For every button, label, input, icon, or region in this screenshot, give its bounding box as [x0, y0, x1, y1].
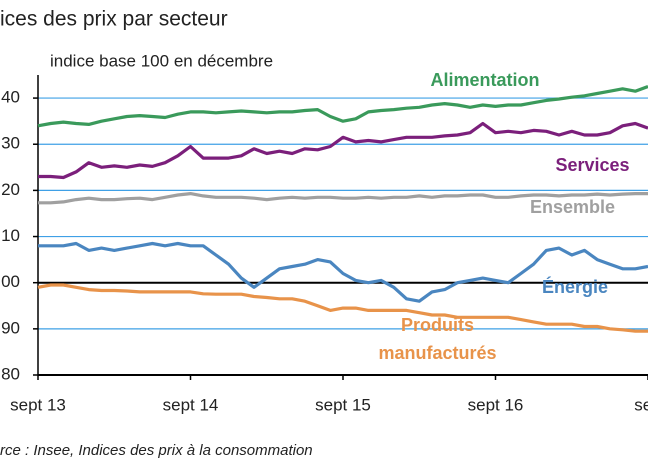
- x-tick-label: sept 14: [163, 395, 219, 414]
- chart-subtitle: indice base 100 en décembre: [50, 51, 273, 70]
- y-tick-label: 10: [1, 226, 20, 245]
- series-line: [38, 192, 648, 205]
- y-tick-label: 80: [1, 364, 20, 383]
- series-label: Énergie: [541, 277, 609, 297]
- y-tick-label: 20: [1, 180, 20, 199]
- series-line: [37, 283, 648, 333]
- source: rce : Insee, Indices des prix à la conso…: [0, 442, 313, 459]
- series-line: [37, 84, 648, 128]
- y-tick-label: 30: [1, 134, 20, 153]
- series-line: [38, 241, 648, 303]
- y-tick-label: 90: [1, 318, 20, 337]
- series-line: [38, 121, 648, 180]
- y-tick-label: 00: [1, 272, 20, 291]
- series-label: Produits manufacturés: [378, 315, 497, 363]
- chart-title: ices des prix par secteur: [0, 8, 228, 31]
- series-label: Services: [555, 155, 630, 175]
- x-tick-label: sept 13: [10, 395, 66, 414]
- x-tick-label: sept 16: [468, 395, 524, 414]
- y-tick-label: 40: [1, 88, 20, 107]
- x-tick-label: sep: [634, 395, 648, 414]
- x-tick-label: sept 15: [315, 395, 371, 414]
- series-label: Ensemble: [529, 197, 616, 217]
- series-label: Alimentation: [430, 70, 540, 90]
